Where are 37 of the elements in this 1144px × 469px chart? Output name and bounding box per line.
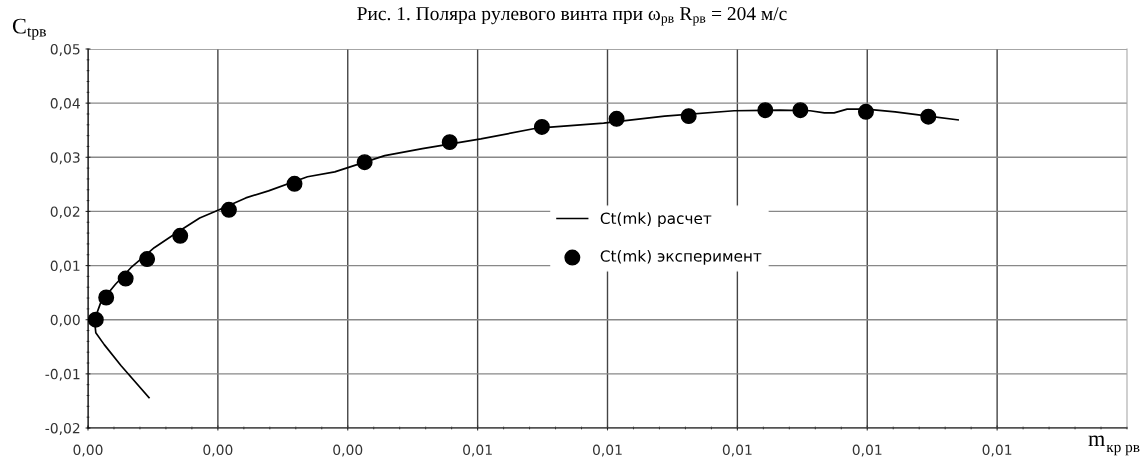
point <box>920 108 937 125</box>
point <box>356 154 373 171</box>
y-tick-label: 0,01 <box>50 260 80 273</box>
point <box>757 102 774 119</box>
x-tick-label: 0,01 <box>592 444 622 457</box>
point <box>139 251 156 268</box>
point <box>680 108 697 125</box>
point <box>98 289 115 306</box>
x-tick-label: 0,00 <box>203 444 233 457</box>
y-tick-label: 0,02 <box>50 206 80 219</box>
point <box>441 134 458 151</box>
y-axis-title: C$_{tрв}$ <box>12 18 46 40</box>
point <box>792 102 809 119</box>
y-tick-label: -0,01 <box>45 368 80 381</box>
y-tick-label: 0,05 <box>50 43 80 56</box>
point <box>220 201 237 218</box>
point <box>172 227 189 244</box>
x-tick-label: 0,01 <box>722 444 752 457</box>
point <box>286 175 303 192</box>
point <box>117 270 134 287</box>
x-axis-title: mкр рв <box>1088 435 1140 456</box>
y-tick-label: 0,03 <box>50 152 80 165</box>
chart-title: Рис. 1. Поляра рулевого винта при ω$_{рв}$ R$_{рв}$ = 204 м/с <box>357 7 787 26</box>
x-tick-label: 0,01 <box>463 444 492 457</box>
x-tick-label: 0,00 <box>73 444 103 457</box>
y-tick-label: -0,02 <box>45 422 80 435</box>
y-tick-label: 0,00 <box>50 314 80 327</box>
legend-label: Ct(mk) расчет <box>600 212 712 228</box>
point <box>533 118 550 135</box>
x-tick-label: 0,01 <box>982 444 1012 457</box>
point <box>608 110 625 127</box>
x-tick-label: 0,01 <box>852 444 882 457</box>
y-tick-label: 0,04 <box>50 98 80 111</box>
x-tick-label: 0,00 <box>333 444 363 457</box>
point <box>857 103 874 120</box>
legend-label: Ct(mk) эксперимент <box>600 249 762 265</box>
point <box>88 311 104 328</box>
